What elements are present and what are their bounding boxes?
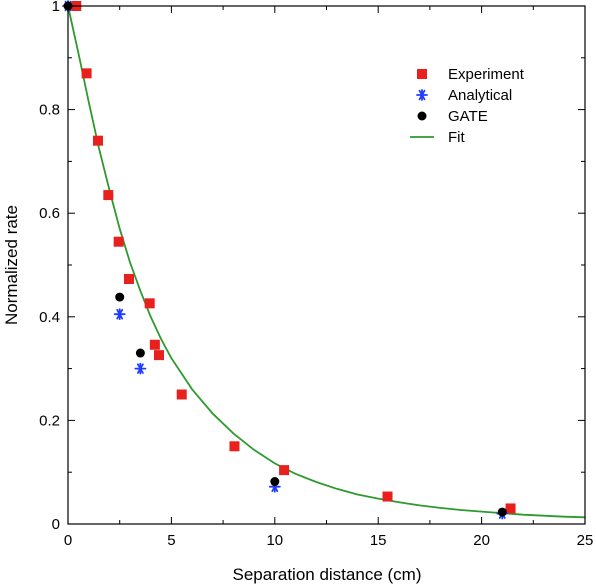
x-tick-label: 15 <box>370 532 387 549</box>
legend-swatch-analytical <box>416 89 428 101</box>
y-tick-label: 1 <box>52 0 60 15</box>
data-point-experiment <box>92 135 103 146</box>
data-point-experiment <box>81 68 92 79</box>
data-point-experiment <box>229 441 240 452</box>
x-tick-label: 25 <box>577 532 594 549</box>
data-point-gate <box>270 477 280 487</box>
x-axis-label: Separation distance (cm) <box>233 565 422 584</box>
y-tick-label: 0.2 <box>39 412 60 429</box>
legend-swatch-experiment <box>417 69 427 79</box>
legend-swatch-gate <box>417 111 427 121</box>
y-tick-label: 0 <box>52 516 60 533</box>
data-point-experiment <box>153 350 164 361</box>
data-point-experiment <box>113 236 124 247</box>
data-point-gate <box>497 507 507 517</box>
data-point-analytical <box>134 362 147 375</box>
data-point-experiment <box>176 389 187 400</box>
legend-label-fit: Fit <box>448 129 465 146</box>
data-point-experiment <box>124 273 135 284</box>
x-tick-label: 10 <box>266 532 283 549</box>
data-point-gate <box>115 292 125 302</box>
y-axis-label: Normalized rate <box>2 205 21 325</box>
data-point-experiment <box>279 465 290 476</box>
y-tick-label: 0.8 <box>39 102 60 119</box>
fit-line <box>67 5 586 519</box>
data-point-experiment <box>505 503 516 514</box>
legend-label-analytical: Analytical <box>448 87 512 104</box>
legend: Experiment Analytical GATE Fit <box>410 66 525 146</box>
legend-label-gate: GATE <box>448 108 488 125</box>
data-point-experiment <box>382 491 393 502</box>
x-tick-label: 0 <box>64 532 72 549</box>
data-point-experiment <box>103 190 114 201</box>
y-tick-label: 0.4 <box>39 309 60 326</box>
x-tick-label: 20 <box>473 532 490 549</box>
x-tick-label: 5 <box>167 532 175 549</box>
data-point-experiment <box>144 298 155 309</box>
plot-frame <box>67 5 586 525</box>
data-point-experiment <box>149 339 160 350</box>
data-point-gate <box>135 348 145 358</box>
legend-label-experiment: Experiment <box>448 66 525 83</box>
data-point-analytical <box>113 308 126 321</box>
y-tick-label: 0.6 <box>39 205 60 222</box>
